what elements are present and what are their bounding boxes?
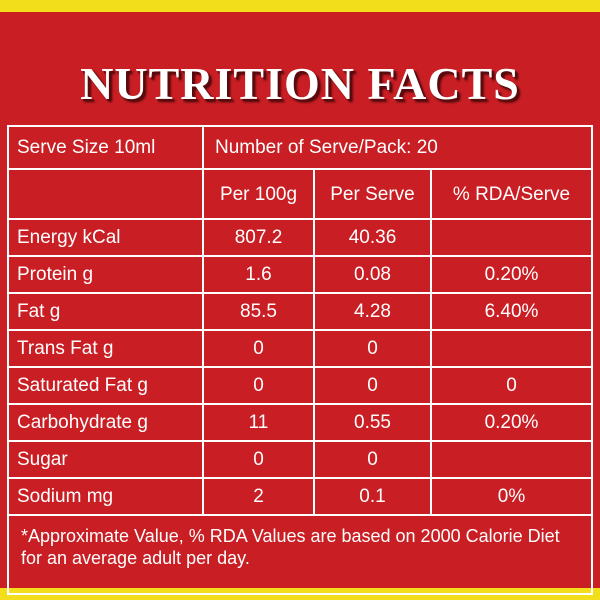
per-100g-value: 807.2 <box>234 227 283 248</box>
rda-value: 0.20% <box>484 264 539 285</box>
per-serve-value: 0.08 <box>354 264 391 285</box>
per-100g-value: 0 <box>253 449 264 470</box>
per-serve-value: 40.36 <box>348 227 397 248</box>
table-divider <box>313 168 315 514</box>
per-100g-value: 11 <box>248 412 269 433</box>
table-divider <box>9 168 591 170</box>
rda-value: 0% <box>497 486 526 507</box>
table-divider <box>9 403 591 405</box>
serves-per-pack: Number of Serve/Pack: 20 <box>215 137 438 158</box>
per-serve-value: 0 <box>367 449 378 470</box>
table-divider <box>9 366 591 368</box>
table-divider <box>9 514 591 516</box>
column-header-per-serve: Per Serve <box>330 184 415 205</box>
per-100g-value: 0 <box>253 375 264 396</box>
nutrient-label: Sugar <box>17 449 68 470</box>
footnote: *Approximate Value, % RDA Values are bas… <box>21 526 560 568</box>
page-title: NUTRITION FACTS <box>80 58 520 109</box>
nutrient-label: Trans Fat g <box>17 338 114 359</box>
column-header-per-100g: Per 100g <box>219 184 298 205</box>
per-100g-value: 2 <box>253 486 264 507</box>
per-serve-value: 0.1 <box>359 486 386 507</box>
table-divider <box>9 329 591 331</box>
per-100g-value: 85.5 <box>240 301 277 322</box>
nutrient-label: Carbohydrate g <box>17 412 148 433</box>
per-100g-value: 0 <box>253 338 264 359</box>
table-divider <box>9 440 591 442</box>
table-divider <box>9 255 591 257</box>
nutrition-table: Serve Size 10ml Number of Serve/Pack: 20… <box>7 125 593 595</box>
nutrient-label: Fat g <box>17 301 61 322</box>
nutrient-label: Protein g <box>17 264 94 285</box>
nutrient-label: Sodium mg <box>17 486 114 507</box>
table-divider <box>9 292 591 294</box>
per-serve-value: 0.55 <box>354 412 391 433</box>
table-divider <box>9 218 591 220</box>
rda-value: 6.40% <box>484 301 539 322</box>
per-serve-value: 0 <box>367 338 378 359</box>
column-header-rda: % RDA/Serve <box>452 184 571 205</box>
per-100g-value: 1.6 <box>245 264 272 285</box>
serve-size: Serve Size 10ml <box>17 137 156 158</box>
rda-value: 0 <box>506 375 517 396</box>
table-divider <box>202 127 204 514</box>
rda-value: 0.20% <box>484 412 539 433</box>
nutrition-panel: NUTRITION FACTS Serve Size 10ml Number o… <box>0 12 600 595</box>
nutrient-label: Saturated Fat g <box>17 375 148 396</box>
per-serve-value: 4.28 <box>354 301 391 322</box>
table-divider <box>430 168 432 514</box>
table-divider <box>9 477 591 479</box>
nutrient-label: Energy kCal <box>17 227 121 248</box>
per-serve-value: 0 <box>367 375 378 396</box>
